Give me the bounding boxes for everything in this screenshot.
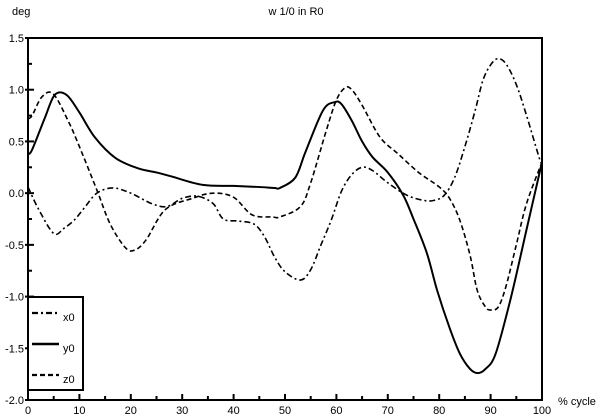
y-tick-label: 1.5 <box>9 33 24 45</box>
y-tick-label: -0.5 <box>5 240 24 252</box>
y-tick-label: 0.5 <box>9 136 24 148</box>
y-tick-label: -1.5 <box>5 343 24 355</box>
legend: x0 y0 z0 <box>27 296 84 391</box>
y-tick-label: 0.0 <box>9 188 24 200</box>
series-line-x0 <box>27 57 543 281</box>
x-tick-label: 70 <box>382 405 394 417</box>
x-tick-label: 40 <box>227 405 239 417</box>
series-line-z0 <box>27 85 543 311</box>
x-tick-label: 30 <box>176 405 188 417</box>
y-tick-label: -2.0 <box>5 395 24 407</box>
plot-frame <box>27 37 543 401</box>
x-tick-label: 20 <box>125 405 137 417</box>
series-line-y0 <box>27 91 543 375</box>
y-tick-label: 1.0 <box>9 85 24 97</box>
x-tick-label: 10 <box>73 405 85 417</box>
x-axis-label: % cycle <box>558 396 596 408</box>
x-tick-label: 60 <box>330 405 342 417</box>
x-tick-label: 0 <box>25 405 31 417</box>
x-tick-label: 50 <box>279 405 291 417</box>
y-axis-label: deg <box>12 6 30 18</box>
x-tick-label: 90 <box>484 405 496 417</box>
legend-label: z0 <box>63 374 75 386</box>
x-tick-label: 80 <box>433 405 445 417</box>
x-tick-label: 100 <box>533 405 551 417</box>
legend-label: y0 <box>63 343 75 355</box>
chart-title: w 1/0 in R0 <box>267 6 323 18</box>
y-tick-label: -1.0 <box>5 292 24 304</box>
legend-label: x0 <box>63 312 75 324</box>
